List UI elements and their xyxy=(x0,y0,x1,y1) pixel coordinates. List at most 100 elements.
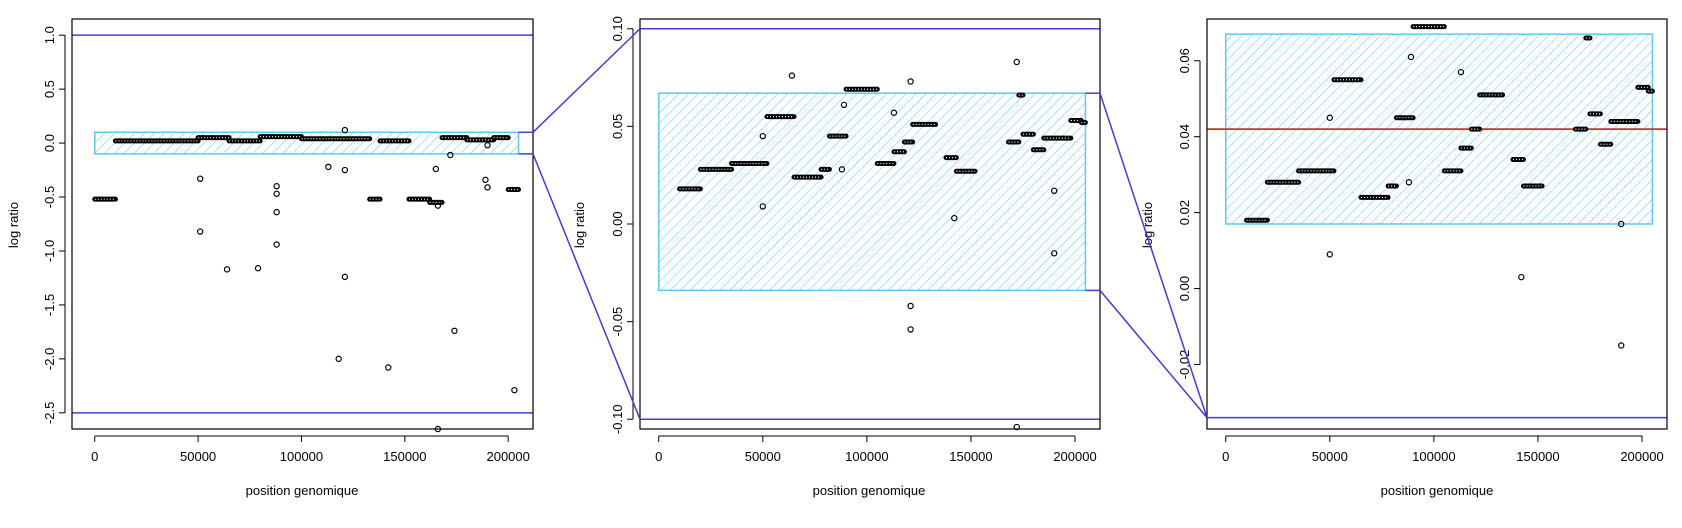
zoom-connectors xyxy=(518,28,1208,420)
panel-2-point-2 xyxy=(788,72,796,79)
connector-2-bottom xyxy=(1099,289,1208,419)
panel-1-y-tick-label-1: -2.0 xyxy=(42,348,57,370)
panel-1-point-10 xyxy=(341,126,349,134)
panel-2-point-10 xyxy=(1013,58,1020,66)
panel-2-y-tick-label-0: -0.10 xyxy=(610,404,625,434)
panel-3-x-tick-label-3: 150000 xyxy=(1516,449,1559,464)
panel-3-point-3 xyxy=(1405,179,1413,186)
panel-1-x-tick-label-1: 50000 xyxy=(180,449,216,464)
panel-2-frame xyxy=(639,18,1101,430)
panel-3-y-tick-label-4: 0.06 xyxy=(1177,48,1192,73)
panel-2-point-1 xyxy=(759,203,767,210)
panel-3-point-0 xyxy=(1326,114,1334,121)
panel-1-point-13 xyxy=(385,364,392,371)
panel-1-point-3 xyxy=(254,265,262,272)
panel-2-point-4 xyxy=(838,166,846,173)
panel-2-point-9 xyxy=(951,214,958,222)
panel-3-y-tick-label-3: 0.04 xyxy=(1177,124,1192,149)
panel-1-y-tick-label-0: -2.5 xyxy=(42,402,57,424)
panel-1-point-6 xyxy=(273,208,280,216)
panel-3-ylabel: log ratio xyxy=(1140,202,1155,248)
panel-3-y-axis: -0.02 0.00 0.02 0.04 0.06 xyxy=(1177,48,1201,380)
panel-2-xlabel: position genomique xyxy=(813,483,926,498)
panel-1-point-12 xyxy=(341,273,349,281)
panel-1-x-tick-label-4: 200000 xyxy=(486,449,529,464)
panel-2-x-tick-label-3: 150000 xyxy=(949,449,992,464)
panel-1-point-8 xyxy=(325,163,332,171)
panel-1-point-1 xyxy=(196,228,204,235)
panel-2-y-tick-label-2: 0.00 xyxy=(610,211,625,236)
panel-2-point-12 xyxy=(1051,187,1058,195)
panel-1-y-tick-label-2: -1.5 xyxy=(42,294,57,316)
panel-3-frame xyxy=(1206,18,1668,430)
panel-1-point-0 xyxy=(196,175,204,182)
panel-1-point-17 xyxy=(447,151,454,159)
panel-2-point-6 xyxy=(907,78,914,85)
panel-2-point-3 xyxy=(840,101,848,109)
panel-3-point-2 xyxy=(1407,53,1415,61)
panel-3-plot-area xyxy=(1206,18,1668,430)
connector-2-top xyxy=(1099,92,1208,418)
panel-3-x-axis: 0 50000 100000 150000 200000 xyxy=(1222,435,1664,464)
panel-3-point-4 xyxy=(1457,68,1465,76)
panel-2: 0 50000 100000 150000 200000 -0.10 -0.05 0.00 0… xyxy=(572,16,1101,498)
panel-3-point-6 xyxy=(1618,220,1625,228)
panel-1-y-axis: -2.5 -2.0 -1.5 -1.0 -0.5 0.0 0.5 1.0 xyxy=(42,26,66,424)
panel-1-xlabel: position genomique xyxy=(246,483,359,498)
panel-2-x-tick-label-0: 0 xyxy=(655,449,662,464)
panel-1-point-4 xyxy=(273,183,280,190)
panel-2-y-tick-label-3: 0.05 xyxy=(610,114,625,139)
panel-2-plot-area xyxy=(639,18,1101,431)
panel-2-point-5 xyxy=(890,109,898,116)
panel-1-y-tick-label-4: -0.5 xyxy=(42,186,57,208)
panel-1-y-tick-label-3: -1.0 xyxy=(42,240,57,262)
panel-3-y-tick-label-2: 0.02 xyxy=(1177,200,1192,225)
panel-1-y-tick-label-7: 1.0 xyxy=(42,26,57,44)
panel-3-point-1 xyxy=(1326,251,1334,258)
panel-2-point-8 xyxy=(907,326,914,333)
panel-3-xlabel: position genomique xyxy=(1381,483,1494,498)
panel-2-ylabel: log ratio xyxy=(572,202,587,248)
panel-2-x-tick-label-4: 200000 xyxy=(1053,449,1096,464)
panel-1: 0 50000 100000 150000 200000 -2.5 -2.0 -1.5 -1.… xyxy=(6,18,534,498)
panel-2-x-tick-label-2: 100000 xyxy=(845,449,888,464)
panel-1-point-7 xyxy=(273,241,280,248)
panel-1-x-tick-label-0: 0 xyxy=(91,449,98,464)
panel-1-point-20 xyxy=(484,184,491,191)
panel-1-ylabel: log ratio xyxy=(6,202,21,248)
panel-1-frame xyxy=(71,18,534,430)
panel-2-point-7 xyxy=(907,302,914,310)
panel-3-y-tick-label-0: -0.02 xyxy=(1177,350,1192,380)
panel-2-zoom-box xyxy=(657,92,1087,292)
panel-1-point-15 xyxy=(434,202,442,209)
panel-1-point-2 xyxy=(223,266,231,273)
panel-3-x-tick-label-2: 100000 xyxy=(1412,449,1455,464)
panel-1-x-tick-label-2: 100000 xyxy=(280,449,323,464)
panel-2-y-tick-label-1: -0.05 xyxy=(610,307,625,337)
panel-3: 0 50000 100000 150000 200000 -0.02 0.00 0.02 0.… xyxy=(1140,18,1668,498)
panel-1-point-11 xyxy=(341,166,349,174)
connector-1-bottom xyxy=(532,153,641,420)
panel-3-y-tick-label-1: 0.00 xyxy=(1177,276,1192,301)
panel-1-point-22 xyxy=(511,386,518,394)
panel-1-y-tick-label-5: 0.0 xyxy=(42,134,57,152)
panel-1-plot-area xyxy=(71,18,534,433)
panel-2-x-tick-label-1: 50000 xyxy=(745,449,781,464)
panel-1-point-14 xyxy=(432,165,440,173)
panel-2-point-0 xyxy=(759,132,767,140)
panel-1-x-axis: 0 50000 100000 150000 200000 xyxy=(91,435,530,464)
panel-1-y-tick-label-6: 0.5 xyxy=(42,80,57,98)
panel-1-point-5 xyxy=(273,190,280,197)
panel-3-x-tick-label-4: 200000 xyxy=(1620,449,1663,464)
connector-1-top xyxy=(532,28,641,133)
panel-1-point-21 xyxy=(484,142,491,149)
panel-2-point-13 xyxy=(1051,250,1058,257)
panel-2-y-tick-label-4: 0.10 xyxy=(610,16,625,41)
panel-3-x-tick-label-1: 50000 xyxy=(1312,449,1348,464)
panel-2-x-axis: 0 50000 100000 150000 200000 xyxy=(655,435,1097,464)
panel-3-point-7 xyxy=(1618,342,1625,349)
panel-3-x-tick-label-0: 0 xyxy=(1222,449,1229,464)
panel-2-point-11 xyxy=(1013,423,1020,431)
panel-1-x-tick-label-3: 150000 xyxy=(383,449,426,464)
